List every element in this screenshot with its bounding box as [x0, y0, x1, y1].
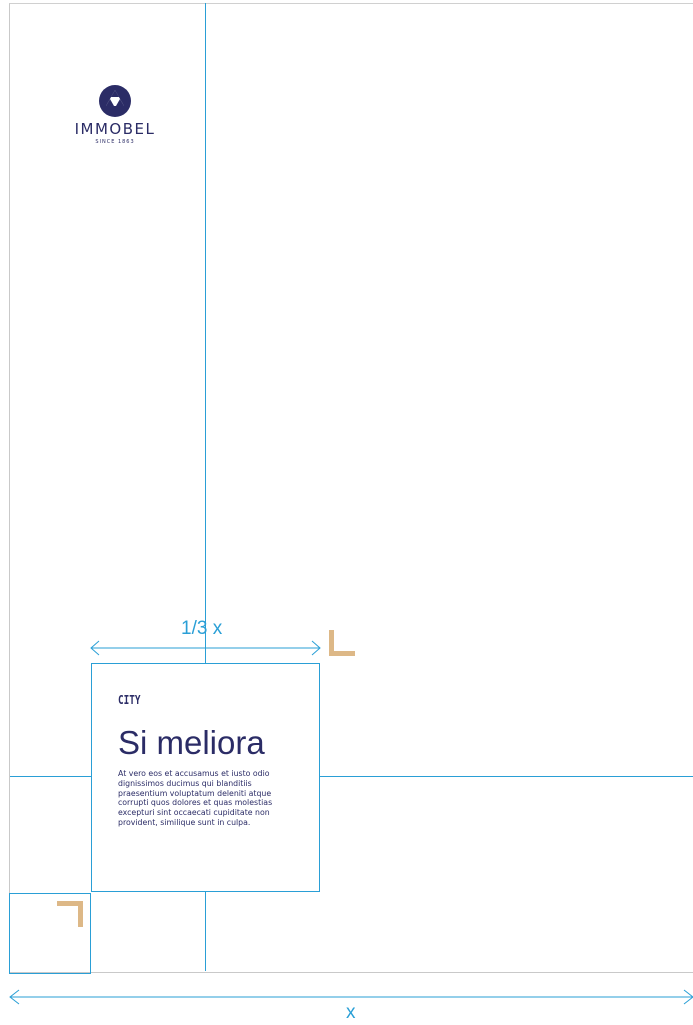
card-body-text: At vero eos et accusamus et iusto odio d…: [118, 769, 273, 827]
card-title: Si meliora: [118, 724, 265, 761]
logo-mark-icon: [99, 85, 131, 117]
content-card: CITY Si meliora At vero eos et accusamus…: [91, 663, 320, 892]
logo-tagline: SINCE 1863: [95, 139, 135, 145]
one-third-x-label: 1/3 x: [181, 618, 223, 639]
page-canvas: [9, 3, 693, 973]
vertical-guide-line: [205, 3, 206, 971]
logo-wordmark: IMMOBEL: [74, 120, 156, 138]
corner-guide-box: [9, 893, 91, 974]
horizontal-guide-line: [10, 776, 693, 777]
x-label: x: [346, 1002, 356, 1023]
card-category: CITY: [118, 693, 141, 707]
immobel-logo: IMMOBEL SINCE 1863: [50, 84, 180, 145]
